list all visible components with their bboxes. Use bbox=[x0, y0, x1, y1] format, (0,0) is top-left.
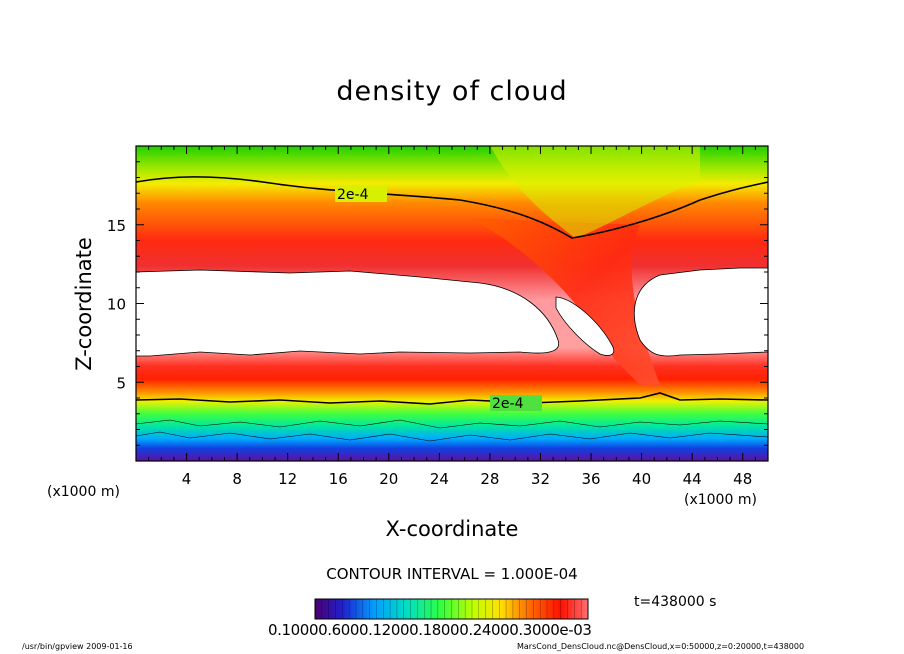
x-axis-label: X-coordinate bbox=[386, 517, 519, 541]
heatmap-field bbox=[136, 146, 768, 461]
upper-dip bbox=[490, 146, 700, 238]
contour-gap-right bbox=[633, 267, 768, 357]
x-tick-label: 32 bbox=[531, 470, 550, 488]
x-tick-label: 12 bbox=[278, 470, 297, 488]
x-tick-label: 4 bbox=[182, 470, 192, 488]
colorbar-ticks bbox=[321, 599, 582, 619]
contour-label: 2e-4 bbox=[337, 187, 369, 203]
contour-label: 2e-4 bbox=[492, 396, 524, 412]
y-axis-unit: (x1000 m) bbox=[47, 484, 120, 500]
x-axis-unit: (x1000 m) bbox=[684, 492, 757, 508]
contour-upper bbox=[136, 176, 768, 239]
contour-gap-middle bbox=[555, 296, 615, 356]
gap-left bbox=[136, 270, 559, 356]
time-label: t=438000 s bbox=[634, 594, 717, 610]
x-tick-label: 20 bbox=[379, 470, 398, 488]
y-tick-label: 10 bbox=[107, 296, 126, 314]
contour-lower bbox=[136, 392, 768, 405]
gap-middle bbox=[556, 297, 614, 356]
x-tick-label: 16 bbox=[329, 470, 348, 488]
contour-label-bg-1 bbox=[335, 186, 387, 202]
x-tick-label: 40 bbox=[632, 470, 651, 488]
contour-near-ground-1 bbox=[136, 419, 768, 429]
x-tick-label: 36 bbox=[581, 470, 600, 488]
x-tick-label: 28 bbox=[480, 470, 499, 488]
x-tick-label: 48 bbox=[733, 470, 752, 488]
x-axis-ticks: 4 8 12 16 20 24 28 32 36 40 44 48 bbox=[148, 146, 756, 488]
contour-interval: CONTOUR INTERVAL = 1.000E-04 bbox=[326, 565, 578, 583]
colorbar-labels: 0.10000.6000.12000.18000.24000.3000e-03 bbox=[268, 621, 592, 639]
y-tick-label: 15 bbox=[107, 217, 126, 235]
chart-title: density of cloud bbox=[336, 76, 568, 107]
y-tick-label: 5 bbox=[116, 374, 126, 392]
contour-label-bg-2 bbox=[490, 395, 542, 411]
y-axis-ticks: 5 10 15 bbox=[107, 161, 768, 446]
cloud-plume bbox=[470, 218, 660, 385]
gap-right bbox=[634, 268, 768, 357]
x-tick-label: 24 bbox=[430, 470, 449, 488]
contour-gap-left bbox=[136, 269, 560, 357]
y-axis-label: Z-coordinate bbox=[72, 237, 96, 371]
footer-program: /usr/bin/gpview 2009-01-16 bbox=[22, 642, 133, 651]
footer-file: MarsCond_DensCloud.nc@DensCloud,x=0:5000… bbox=[517, 642, 805, 651]
contour-near-ground-2 bbox=[136, 431, 768, 442]
x-tick-label: 44 bbox=[683, 470, 702, 488]
x-tick-label: 8 bbox=[232, 470, 242, 488]
